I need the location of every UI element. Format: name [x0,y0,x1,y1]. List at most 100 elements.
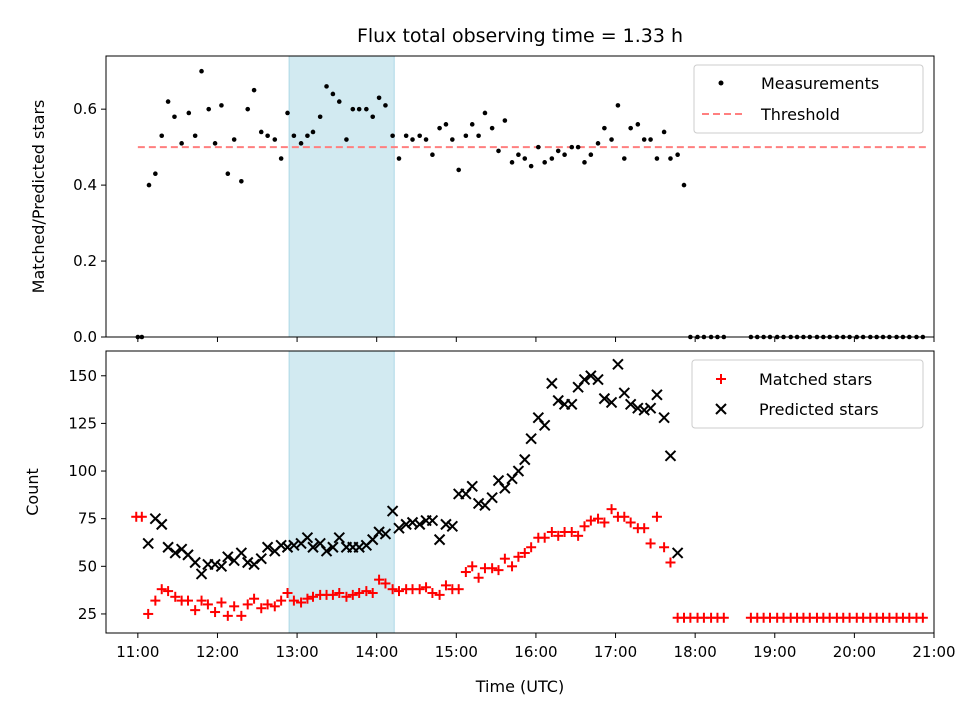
matched-star-marker [236,610,247,621]
measurement-point [489,125,495,131]
predicted-star-marker [512,465,525,477]
time-x-tick-label: 12:00 [196,643,239,661]
predicted-star-marker [307,541,319,553]
predicted-star-marker [552,394,564,407]
measurement-point [482,110,488,116]
matched-star-marker [302,593,313,604]
matched-star-marker [210,607,221,618]
count-y-tick-label: 100 [68,462,97,480]
measurement-point [675,152,680,158]
predicted-star-marker [215,560,228,573]
measurement-point [476,133,481,139]
predicted-star-marker [189,556,201,569]
legend-predicted-marker [715,403,727,415]
matched-star-marker [546,527,557,538]
ratio-x-ticks [137,337,935,342]
predicted-star-marker [426,514,439,527]
measurement-point [159,133,165,139]
measurement-point [522,156,528,161]
matched-star-marker [136,511,147,522]
measurement-point [336,99,342,104]
count-panel: 25 50 75 100 125 150 11:00 12:00 13:00 14:00 15:0… [23,350,956,696]
predicted-star-marker [651,389,663,401]
matched-star-marker [262,599,273,610]
matched-star-marker [599,517,610,528]
measurement-point [364,106,369,112]
matched-star-marker [427,587,438,598]
measurement-point [231,137,237,142]
matched-star-marker [256,603,267,614]
predicted-star-marker [592,373,604,386]
measurement-point [291,133,297,139]
matched-star-marker [606,504,617,515]
measurement-point [569,144,575,150]
predicted-star-marker [433,533,446,546]
measurement-point [628,125,633,131]
count-legend-box [691,359,924,429]
predicted-star-marker [400,518,412,531]
measurement-point [549,156,555,161]
ratio-panel: 0.0 0.2 0.4 0.6 Flux total observing time =… [29,25,935,346]
matched-star-marker [579,521,590,532]
measurement-point [450,137,455,142]
measurement-point [562,152,567,158]
predicted-star-marker [472,497,485,510]
predicted-star-marker [222,551,234,563]
measurement-point [396,156,402,161]
time-x-tick-label: 14:00 [355,643,398,661]
count-plot-frame [105,350,935,634]
chart-title: Flux total observing time = 1.33 h [357,25,683,47]
ratio-y-tick-label: 0.6 [73,100,97,118]
predicted-star-marker [393,522,405,534]
matched-star-marker [507,561,518,572]
predicted-star-marker [142,537,154,550]
measurement-point [615,103,621,108]
matched-star-marker [282,587,293,598]
predicted-star-marker [373,526,385,538]
measurement-point [278,156,284,161]
matched-star-marker [170,591,181,602]
predicted-star-marker [618,387,631,399]
measurement-point [621,156,627,161]
matched-star-marker [593,513,604,524]
predicted-star-marker [440,518,452,531]
predicted-star-marker [624,398,637,411]
matched-star-marker [354,587,365,598]
ratio-y-tick-label: 0.2 [73,252,97,270]
predicted-star-marker [598,392,611,405]
predicted-star-marker [632,402,644,414]
matched-star-marker [361,586,372,597]
count-y-tick-label: 75 [78,510,97,528]
matched-star-marker [460,567,471,578]
measurement-point [344,137,349,142]
predicted-star-marker [261,541,274,553]
measurement-point [661,129,667,135]
observing-window-highlight-top [288,55,395,338]
measurement-point [212,141,218,146]
matched-star-marker [566,527,577,538]
legend-matched-label: Matched stars [759,370,872,389]
matched-star-marker [651,511,662,522]
measurement-point [258,129,264,135]
measurement-point [356,106,362,112]
ratio-legend-box [693,64,924,134]
measurement-point [648,137,653,142]
time-x-axis-label: Time (UTC) [475,677,564,696]
predicted-star-marker [242,556,254,569]
predicted-star-marker [195,568,208,580]
count-y-tick-label: 150 [68,367,97,385]
measurement-point [272,137,278,142]
measurement-point [324,84,329,89]
count-y-axis-label: Count [23,468,42,516]
predicted-star-marker [466,480,478,492]
measurement-point [417,133,422,139]
matched-star-marker [216,597,227,608]
predicted-star-marker [333,532,345,544]
predicted-star-marker [578,373,591,386]
measurement-point [192,133,198,139]
predicted-star-marker [255,552,267,565]
predicted-star-marker [275,539,287,552]
matched-star-marker [143,608,154,619]
measurement-point [635,122,641,127]
